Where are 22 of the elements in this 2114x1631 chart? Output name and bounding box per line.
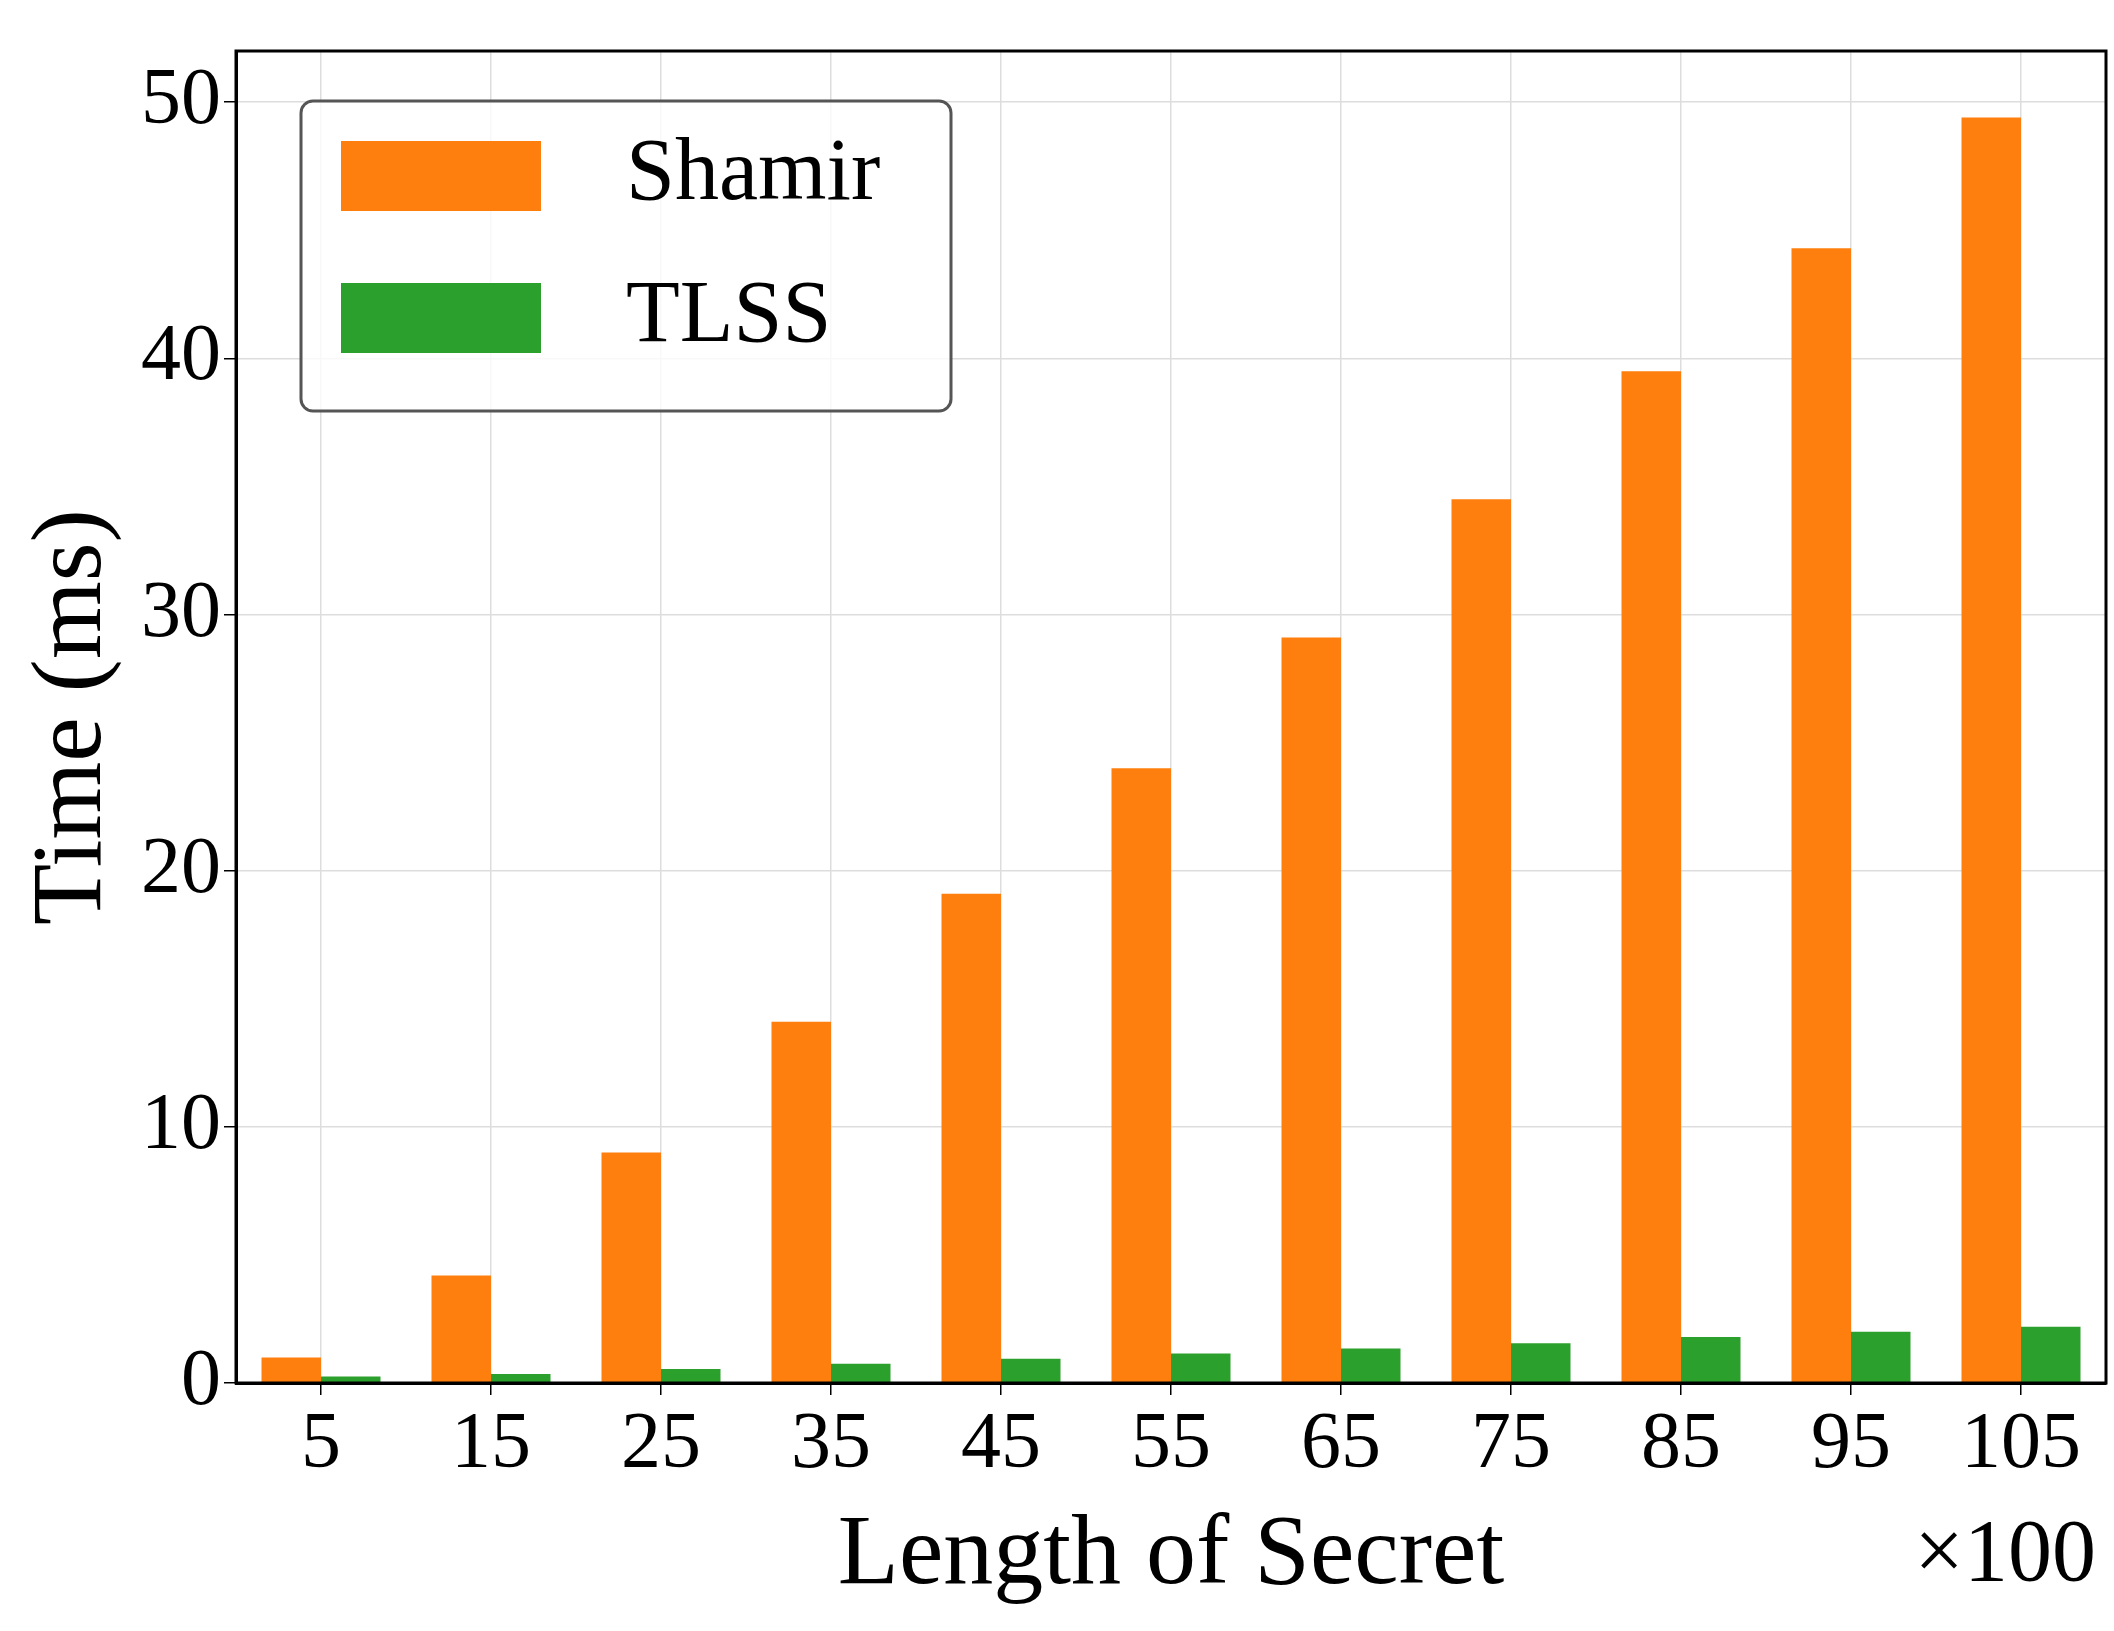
x-tick-label: 105	[1961, 1396, 2081, 1485]
x-tick-label: 95	[1811, 1396, 1891, 1485]
y-tick-label: 20	[141, 820, 221, 909]
text: ×100	[1914, 1502, 2096, 1600]
x-tick-label: 65	[1301, 1396, 1381, 1485]
y-tick-label: 0	[181, 1333, 221, 1422]
x-tick-label: 45	[961, 1396, 1041, 1485]
x-tick-label: 85	[1641, 1396, 1721, 1485]
y-tick-label: 40	[141, 308, 221, 397]
y-tick-label: 50	[141, 52, 221, 141]
y-tick-label: 30	[141, 564, 221, 653]
x-tick-label: 55	[1131, 1396, 1211, 1485]
x-tick-label: 75	[1471, 1396, 1551, 1485]
x-tick-label: 5	[301, 1396, 341, 1485]
x-tick-label: 15	[451, 1396, 531, 1485]
x-axis-title: Length of Secret	[837, 1494, 1505, 1606]
y-axis-title: Time (ms)	[11, 509, 123, 925]
legend-label: Shamir	[626, 121, 881, 219]
x-tick-label: 25	[621, 1396, 701, 1485]
legend-label: TLSS	[626, 263, 832, 361]
x-tick-label: 35	[791, 1396, 871, 1485]
y-tick-label: 10	[141, 1076, 221, 1165]
